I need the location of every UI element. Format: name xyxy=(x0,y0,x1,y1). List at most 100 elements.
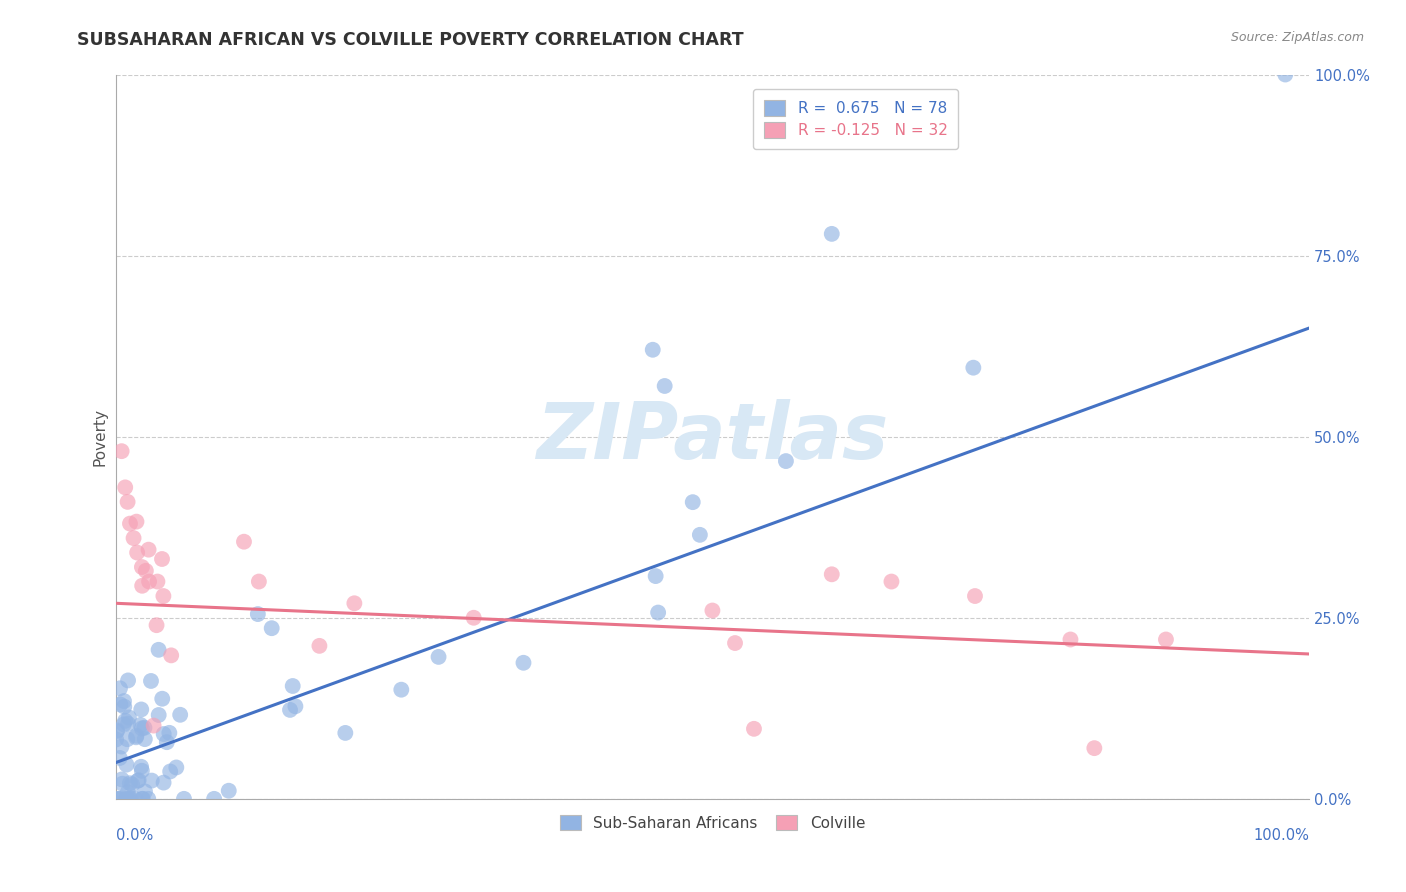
Point xyxy=(125,729,148,743)
Point xyxy=(115,792,138,806)
Point xyxy=(108,681,131,696)
Text: SUBSAHARAN AFRICAN VS COLVILLE POVERTY CORRELATION CHART: SUBSAHARAN AFRICAN VS COLVILLE POVERTY C… xyxy=(77,31,744,49)
Point xyxy=(1059,632,1081,647)
Point xyxy=(1274,68,1296,82)
Point xyxy=(105,732,128,747)
Point xyxy=(173,792,195,806)
Text: ZIPatlas: ZIPatlas xyxy=(536,399,889,475)
Point xyxy=(136,792,159,806)
Point xyxy=(131,722,153,736)
Point xyxy=(118,516,141,531)
Point xyxy=(121,777,143,791)
Point xyxy=(111,777,134,791)
Text: Source: ZipAtlas.com: Source: ZipAtlas.com xyxy=(1230,31,1364,45)
Point xyxy=(775,454,797,468)
Point xyxy=(689,528,711,542)
Point xyxy=(114,714,136,728)
Point xyxy=(1083,741,1105,756)
Point xyxy=(118,792,141,806)
Point xyxy=(117,673,139,688)
Point xyxy=(142,718,165,732)
Point xyxy=(308,639,330,653)
Point xyxy=(112,694,135,708)
Point xyxy=(124,792,146,806)
Point xyxy=(512,656,534,670)
Point xyxy=(120,792,142,806)
Point xyxy=(962,360,984,375)
Point xyxy=(138,542,160,557)
Point xyxy=(129,702,152,716)
Point xyxy=(284,699,307,714)
Text: 100.0%: 100.0% xyxy=(1253,828,1309,843)
Point xyxy=(129,718,152,732)
Y-axis label: Poverty: Poverty xyxy=(93,408,107,466)
Point xyxy=(427,649,450,664)
Point xyxy=(112,717,135,731)
Point xyxy=(821,567,844,582)
Point xyxy=(644,569,666,583)
Point xyxy=(152,589,174,603)
Point xyxy=(105,724,128,739)
Point xyxy=(131,792,153,806)
Point xyxy=(141,773,163,788)
Point xyxy=(110,792,132,806)
Point xyxy=(117,716,139,731)
Point xyxy=(131,579,153,593)
Point xyxy=(157,726,180,740)
Point xyxy=(159,764,181,779)
Text: 0.0%: 0.0% xyxy=(115,828,153,843)
Point xyxy=(682,495,704,509)
Point xyxy=(742,722,765,736)
Point xyxy=(115,792,138,806)
Point xyxy=(127,773,149,788)
Point xyxy=(281,679,304,693)
Point xyxy=(127,545,149,559)
Point xyxy=(122,531,145,545)
Point xyxy=(654,379,676,393)
Point xyxy=(343,596,366,610)
Point xyxy=(117,495,139,509)
Point xyxy=(821,227,844,241)
Point xyxy=(131,764,153,778)
Point xyxy=(1154,632,1177,647)
Point xyxy=(702,603,724,617)
Point xyxy=(150,691,173,706)
Point xyxy=(129,760,152,774)
Point xyxy=(278,703,301,717)
Point xyxy=(118,776,141,790)
Legend: Sub-Saharan Africans, Colville: Sub-Saharan Africans, Colville xyxy=(553,807,873,838)
Point xyxy=(335,726,357,740)
Point xyxy=(246,607,269,621)
Point xyxy=(148,642,170,657)
Point xyxy=(463,611,485,625)
Point xyxy=(156,735,179,749)
Point xyxy=(132,792,155,806)
Point xyxy=(111,444,134,458)
Point xyxy=(165,760,187,774)
Point xyxy=(107,792,129,806)
Point xyxy=(152,727,174,741)
Point xyxy=(117,785,139,799)
Point xyxy=(134,721,156,735)
Point xyxy=(150,552,173,566)
Point xyxy=(152,775,174,789)
Point xyxy=(647,606,669,620)
Point xyxy=(131,560,153,574)
Point xyxy=(125,731,148,745)
Point xyxy=(134,784,156,798)
Point xyxy=(128,773,150,788)
Point xyxy=(117,732,139,747)
Point xyxy=(134,732,156,747)
Point xyxy=(641,343,664,357)
Point xyxy=(110,698,132,712)
Point xyxy=(724,636,747,650)
Point xyxy=(963,589,986,603)
Point xyxy=(111,772,134,787)
Point xyxy=(148,708,170,723)
Point xyxy=(108,751,131,765)
Point xyxy=(138,574,160,589)
Point xyxy=(115,757,138,772)
Point xyxy=(105,723,128,738)
Point xyxy=(125,515,148,529)
Point xyxy=(110,739,132,754)
